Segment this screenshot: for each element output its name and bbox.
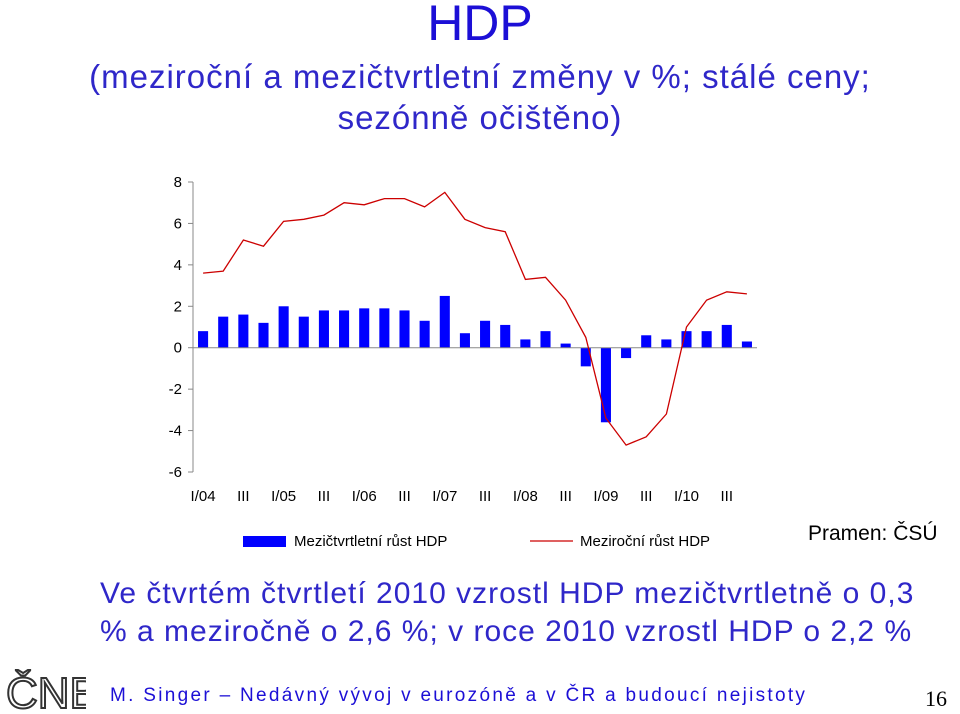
bar-mark xyxy=(419,320,430,348)
bar-mark xyxy=(741,341,752,348)
x-tick-label: I/10 xyxy=(674,488,699,505)
x-tick-label: III xyxy=(398,488,411,505)
source-note: Pramen: ČSÚ xyxy=(808,522,938,545)
slide-subtitle: (meziroční a mezičtvrtletní změny v %; s… xyxy=(89,58,871,136)
x-tick-label: I/06 xyxy=(352,488,377,505)
bar-mark xyxy=(359,308,370,348)
x-tick-label: III xyxy=(640,488,653,505)
bar-mark xyxy=(500,324,511,348)
x-tick-label: I/09 xyxy=(593,488,618,505)
x-tick-label: I/04 xyxy=(191,488,216,505)
x-tick-labels: I/04 III I/05 III I/06 III I/07 III I/08 III I/09 I… xyxy=(191,488,733,505)
bar-mark xyxy=(600,347,611,423)
x-tick-label: III xyxy=(318,488,331,505)
page-number: 16 xyxy=(925,686,947,711)
footer-text: M. Singer – Nedávný vývoj v eurozóně a v… xyxy=(110,685,808,706)
bar-mark xyxy=(318,310,329,348)
bar-mark xyxy=(580,347,591,367)
x-tick-label: I/08 xyxy=(513,488,538,505)
bar-mark xyxy=(681,331,692,348)
x-tick-label: III xyxy=(237,488,250,505)
bar-mark xyxy=(641,335,652,348)
logo-text: ČNB xyxy=(6,668,86,714)
bar-mark xyxy=(258,322,269,348)
bar-mark xyxy=(238,314,249,348)
cnb-logo: ČNB xyxy=(6,667,86,714)
line-series xyxy=(203,191,747,446)
x-tick-label: III xyxy=(559,488,572,505)
bar-mark xyxy=(701,331,712,348)
x-tick-label: I/07 xyxy=(432,488,457,505)
y-tick-label: 0 xyxy=(174,340,182,357)
y-tick-label: -4 xyxy=(169,423,182,440)
bar-mark xyxy=(278,306,289,348)
bar-mark xyxy=(661,339,672,348)
bar-mark xyxy=(560,343,571,348)
y-tick-label: 2 xyxy=(174,298,182,315)
bar-mark xyxy=(439,295,450,348)
bar-mark xyxy=(379,308,390,348)
legend-label-line: Meziroční růst HDP xyxy=(580,533,710,550)
bar-mark xyxy=(218,316,229,348)
bar-mark xyxy=(721,324,732,348)
summary-text: Ve čtvrtém čtvrtletí 2010 vzrostl HDP me… xyxy=(100,577,915,648)
bar-mark xyxy=(621,347,632,359)
y-tick-label: 8 xyxy=(174,174,182,191)
line-mark xyxy=(203,191,747,446)
bar-mark xyxy=(399,310,410,348)
x-tick-label: I/05 xyxy=(271,488,296,505)
legend-swatch-bar xyxy=(243,536,286,547)
y-tick-label: 4 xyxy=(174,257,182,274)
bar-series xyxy=(198,295,752,423)
legend: Mezičtvrtletní růst HDP Meziroční růst H… xyxy=(243,533,710,550)
bar-mark xyxy=(520,339,531,348)
y-axis: -6 -4 -2 0 2 4 6 8 xyxy=(169,174,194,481)
y-tick-label: -6 xyxy=(169,464,182,481)
slide-title: HDP xyxy=(427,0,533,51)
y-tick-label: -2 xyxy=(169,381,182,398)
bar-mark xyxy=(198,331,209,348)
bar-mark xyxy=(339,310,350,348)
gdp-chart: -6 -4 -2 0 2 4 6 8 I/04 III I/05 III I/06 III I/07 III… xyxy=(169,174,757,550)
bar-mark xyxy=(298,316,309,348)
bar-mark xyxy=(540,331,551,348)
x-tick-label: III xyxy=(479,488,492,505)
y-tick-label: 6 xyxy=(174,215,182,232)
x-tick-label: III xyxy=(721,488,734,505)
legend-label-bar: Mezičtvrtletní růst HDP xyxy=(294,533,447,550)
bar-mark xyxy=(480,320,491,348)
bar-mark xyxy=(459,333,470,348)
